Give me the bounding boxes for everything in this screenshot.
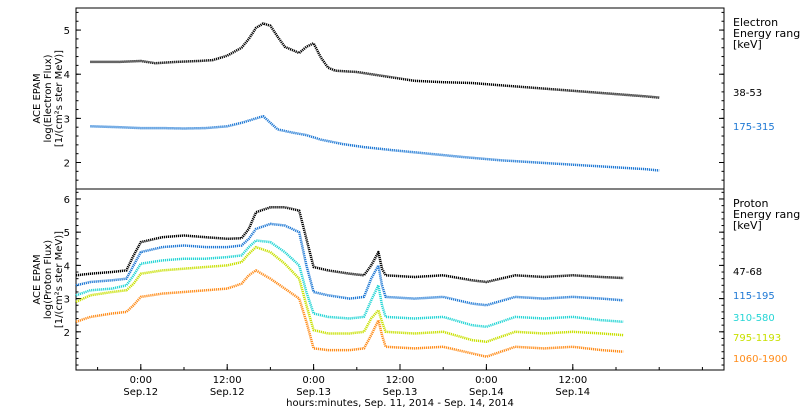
legend-entry: 38-53	[733, 88, 762, 99]
legend-entry: 47-68	[733, 267, 762, 278]
legend-title: Proton	[733, 197, 768, 210]
x-tick-label: Sep.13	[296, 387, 331, 398]
legend-entry: 310-580	[733, 313, 775, 324]
y-tick-label: 5	[64, 26, 70, 37]
legend-title: Electron	[733, 16, 778, 29]
legend-entry: 175-315	[733, 122, 775, 133]
y-tick-label: 2	[64, 328, 70, 339]
x-tick-label: Sep.14	[555, 387, 590, 398]
series-line	[90, 114, 660, 172]
x-axis-label: hours:minutes, Sep. 11, 2014 - Sep. 14, …	[286, 398, 514, 409]
series-line	[75, 222, 624, 307]
legend-title: [keV]	[733, 38, 762, 51]
x-tick-label: 12:00	[386, 375, 415, 386]
y-tick-label: 5	[64, 228, 70, 239]
y-axis-label: ACE EPAM	[32, 73, 43, 123]
x-tick-label: 12:00	[213, 375, 242, 386]
legend-title: Energy ranges	[733, 208, 800, 221]
y-axis-label: log(Proton Flux)	[43, 240, 54, 319]
series-line	[75, 269, 624, 358]
legend-entry: 795-1193	[733, 333, 781, 344]
x-tick-label: Sep.13	[383, 387, 418, 398]
y-tick-label: 4	[64, 261, 70, 272]
x-tick-label: Sep.12	[123, 387, 158, 398]
series-line	[75, 239, 624, 329]
x-tick-label: 0:00	[130, 375, 152, 386]
proton-panel: 234560:00Sep.1212:00Sep.120:00Sep.1312:0…	[32, 188, 800, 398]
x-tick-label: 12:00	[558, 375, 587, 386]
series-line	[90, 22, 660, 99]
legend-title: [keV]	[733, 219, 762, 232]
y-axis-label: [1/(cm²s ster MeV)]	[54, 231, 65, 328]
y-axis-label: log(Electron Flux)	[43, 54, 54, 142]
y-tick-label: 3	[64, 114, 70, 125]
legend-entry: 115-195	[733, 291, 775, 302]
y-tick-label: 4	[64, 70, 70, 81]
y-tick-label: 3	[64, 295, 70, 306]
y-tick-label: 6	[64, 195, 70, 206]
x-tick-label: Sep.12	[210, 387, 245, 398]
y-axis-label: [1/(cm²s ster MeV)]	[54, 50, 65, 147]
x-tick-label: 0:00	[302, 375, 324, 386]
series-line	[75, 206, 624, 284]
y-tick-label: 2	[64, 159, 70, 170]
legend-entry: 1060-1900	[733, 354, 788, 365]
plot-frame	[75, 7, 725, 190]
x-tick-label: Sep.14	[469, 387, 504, 398]
x-tick-label: 0:00	[475, 375, 497, 386]
electron-panel: 2 3 4 5 ACE EPAM log(Electron Flux) [1/(cm²s s…	[32, 7, 800, 190]
plot-frame	[75, 188, 725, 371]
y-axis-label: ACE EPAM	[32, 254, 43, 304]
legend-title: Energy ranges	[733, 27, 800, 40]
